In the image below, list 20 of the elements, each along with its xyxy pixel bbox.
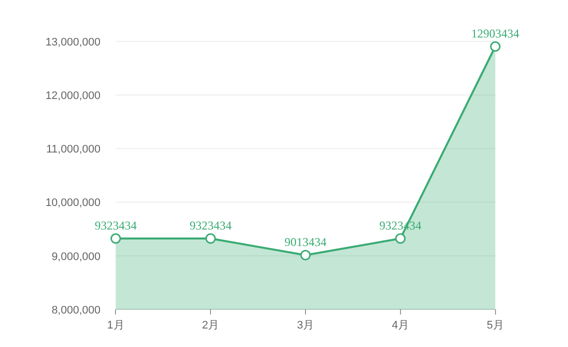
y-tick-label: 8,000,000 (52, 304, 100, 316)
data-label: 12903434 (471, 26, 520, 40)
point (395, 233, 406, 244)
point (110, 233, 121, 244)
y-tick-label: 9,000,000 (52, 250, 100, 263)
data-label: 9013434 (284, 235, 326, 250)
point (490, 41, 501, 52)
x-tick-label: 5月 (486, 320, 504, 332)
x-tick-label: 3月 (296, 320, 314, 332)
y-tick-label: 13,000,000 (45, 36, 101, 48)
point (300, 250, 311, 260)
data-label: 9323434 (94, 218, 137, 233)
x-tick-label: 2月 (202, 320, 220, 332)
x-tick-label: 1月 (107, 320, 124, 332)
data-label: 9323434 (190, 218, 232, 233)
y-tick-label: 10,000,000 (45, 197, 101, 210)
y-tick-label: 11,000,000 (46, 144, 101, 156)
point (205, 233, 216, 244)
y-tick-label: 12,000,000 (45, 90, 101, 102)
x-tick-label: 4月 (392, 320, 409, 332)
